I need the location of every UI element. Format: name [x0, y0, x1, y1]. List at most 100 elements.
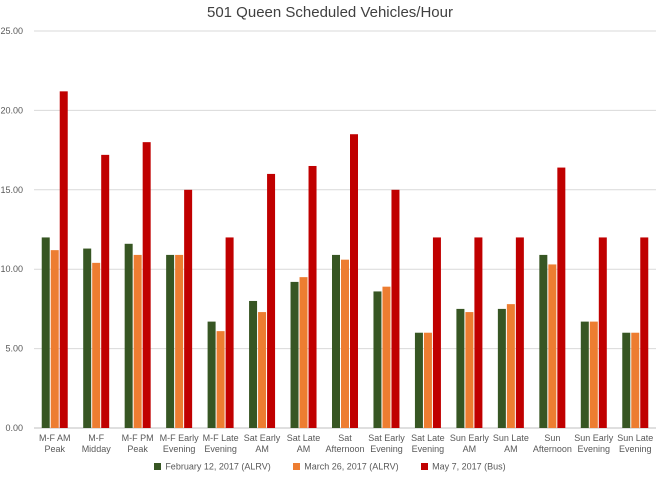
- x-tick-label-line: Sun Early: [450, 433, 490, 443]
- x-tick-label-line: M-F Early: [160, 433, 199, 443]
- bar: [175, 254, 184, 428]
- y-tick-label: 25.00: [0, 26, 23, 36]
- x-tick-label: Sat Late AM: [287, 433, 321, 454]
- bar: [373, 291, 382, 428]
- bar: [580, 321, 589, 428]
- bar: [456, 308, 465, 428]
- x-tick-label: M-F Midday: [82, 433, 112, 454]
- x-tick-label: Sat Early AM: [244, 433, 281, 454]
- bar: [350, 134, 358, 428]
- bar: [249, 300, 258, 428]
- bar: [539, 254, 548, 428]
- x-tick-label-line: Afternoon: [325, 444, 364, 454]
- bar: [598, 237, 607, 428]
- x-tick-label-line: Evening: [619, 444, 652, 454]
- bar: [207, 321, 216, 428]
- x-tick-label: Sat Late Evening: [411, 433, 445, 454]
- bar: [142, 142, 151, 428]
- legend-swatch-may: [421, 463, 429, 471]
- bar: [41, 237, 50, 428]
- x-tick-label-line: M-F: [88, 433, 104, 443]
- x-tick-label-line: AM: [297, 444, 311, 454]
- bar: [515, 237, 524, 428]
- legend-swatch-mar: [293, 463, 301, 471]
- bar: [225, 237, 234, 428]
- x-tick-label-line: Sun: [544, 433, 560, 443]
- x-tick-label-line: Sat Early: [368, 433, 405, 443]
- bar: [50, 250, 59, 428]
- x-tick-label-line: Peak: [44, 444, 65, 454]
- bar: [184, 189, 193, 428]
- bar: [59, 91, 68, 429]
- x-tick-label: M-F PM Peak: [122, 433, 154, 454]
- bar: [101, 154, 110, 428]
- legend: February 12, 2017 (ALRV) March 26, 2017 …: [0, 461, 660, 472]
- x-tick-label: Sun Late AM: [493, 433, 529, 454]
- bar: [124, 243, 133, 428]
- bar: [83, 248, 92, 428]
- bar: [589, 321, 598, 428]
- y-axis-ticks: 0.00 5.00 10.00 15.00 20.00 25.00: [0, 26, 23, 433]
- x-tick-label-line: Sun Late: [617, 433, 653, 443]
- y-tick-label: 20.00: [0, 105, 23, 115]
- x-tick-label-line: Sat Late: [287, 433, 321, 443]
- legend-swatch-feb: [154, 463, 162, 471]
- bar: [622, 332, 631, 428]
- y-tick-label: 0.00: [5, 423, 23, 433]
- x-tick-label-line: Afternoon: [533, 444, 572, 454]
- x-tick-label-line: Evening: [163, 444, 196, 454]
- x-tick-label-line: Sat: [338, 433, 352, 443]
- x-tick-label-line: AM: [255, 444, 269, 454]
- bar: [133, 254, 142, 428]
- y-tick-label: 5.00: [5, 344, 23, 354]
- x-tick-label: M-F Early Evening: [160, 433, 199, 454]
- x-tick-label-line: Evening: [370, 444, 403, 454]
- x-tick-label-line: Evening: [412, 444, 445, 454]
- bar: [640, 237, 649, 428]
- x-tick-label-line: Evening: [204, 444, 237, 454]
- bar: [258, 312, 267, 428]
- bar: [391, 189, 400, 428]
- x-tick-label: Sat Early Evening: [368, 433, 405, 454]
- bar: [308, 165, 317, 429]
- x-tick-label-line: AM: [463, 444, 477, 454]
- x-tick-label-line: M-F Late: [203, 433, 239, 443]
- bar: [631, 332, 640, 428]
- x-tick-label: Sun Early AM: [450, 433, 490, 454]
- bar: [432, 237, 441, 428]
- x-tick-label-line: Sat Late: [411, 433, 445, 443]
- bars: [41, 91, 649, 429]
- legend-item-mar: March 26, 2017 (ALRV): [293, 461, 399, 472]
- x-tick-label-line: Peak: [127, 444, 148, 454]
- bar: [299, 277, 308, 428]
- bar: [290, 281, 299, 428]
- x-tick-label: Sun Early Evening: [574, 433, 614, 454]
- legend-label-may: May 7, 2017 (Bus): [432, 461, 506, 472]
- bar: [332, 254, 340, 428]
- bar: [382, 286, 391, 428]
- y-tick-label: 15.00: [0, 185, 23, 195]
- x-tick-label-line: M-F AM: [39, 433, 71, 443]
- bar: [414, 332, 423, 428]
- x-tick-label: M-F Late Evening: [203, 433, 239, 454]
- legend-item-may: May 7, 2017 (Bus): [421, 461, 506, 472]
- x-tick-label: M-F AM Peak: [39, 433, 71, 454]
- x-tick-label: Sun Afternoon: [533, 433, 572, 454]
- x-tick-label-line: AM: [504, 444, 518, 454]
- bar: [92, 262, 101, 428]
- bar: [216, 331, 225, 428]
- bar: [341, 259, 349, 428]
- legend-label-mar: March 26, 2017 (ALRV): [304, 461, 399, 472]
- x-tick-label: Sun Late Evening: [617, 433, 653, 454]
- x-tick-label-line: Midday: [82, 444, 112, 454]
- bar: [423, 332, 432, 428]
- y-tick-label: 10.00: [0, 264, 23, 274]
- bar: [548, 264, 557, 428]
- bar: [267, 173, 276, 428]
- legend-item-feb: February 12, 2017 (ALRV): [154, 461, 271, 472]
- bar: [557, 167, 566, 428]
- x-tick-label-line: Sun Early: [574, 433, 614, 443]
- chart-title: 501 Queen Scheduled Vehicles/Hour: [206, 4, 453, 21]
